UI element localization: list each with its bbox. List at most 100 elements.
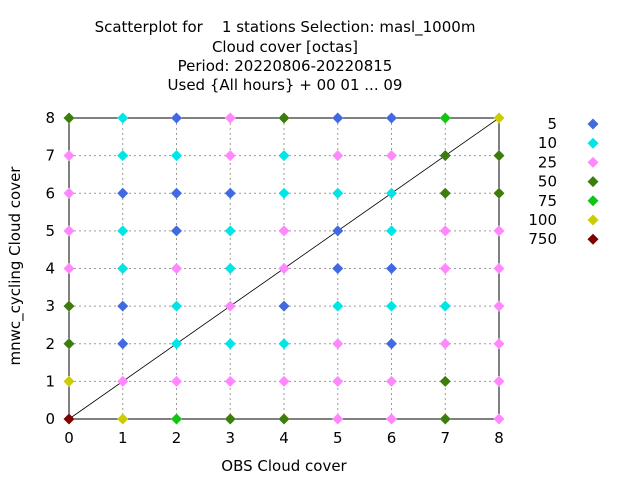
scatter-point <box>171 150 182 162</box>
scatter-point <box>117 263 129 274</box>
scatter-point <box>278 338 290 350</box>
scatter-point <box>63 375 75 387</box>
scatter-point <box>386 225 397 237</box>
scatter-point <box>171 338 182 350</box>
y-tick-label: 6 <box>45 184 55 202</box>
scatter-point <box>386 150 397 162</box>
y-tick-label: 5 <box>45 222 55 240</box>
scatter-point <box>171 187 182 199</box>
scatter-point <box>171 300 182 312</box>
scatter-point <box>117 112 129 124</box>
scatter-point <box>117 300 129 312</box>
scatter-point <box>117 338 129 350</box>
scatter-point <box>386 338 397 350</box>
scatter-point <box>63 413 75 425</box>
scatter-point <box>332 263 344 274</box>
scatter-point <box>332 413 344 425</box>
scatter-point <box>63 150 75 162</box>
scatter-point <box>171 112 182 124</box>
x-tick-label: 5 <box>333 429 343 447</box>
scatter-point <box>332 225 344 237</box>
scatter-point <box>386 300 397 312</box>
scatter-point <box>171 263 182 274</box>
legend-marker <box>587 195 599 207</box>
scatter-point <box>63 112 75 124</box>
legend-label: 50 <box>538 173 557 191</box>
y-axis-label: mnwc_cycling Cloud cover <box>6 166 25 366</box>
scatter-point <box>117 187 129 199</box>
scatter-point <box>386 112 397 124</box>
scatter-point <box>63 263 75 274</box>
y-tick-label: 4 <box>45 260 55 278</box>
scatter-point <box>493 413 505 425</box>
scatter-point <box>493 375 505 387</box>
x-tick-label: 1 <box>118 429 128 447</box>
scatter-point <box>224 225 236 237</box>
chart-title-line-1: Scatterplot for 1 stations Selection: ma… <box>95 18 476 37</box>
scatter-point <box>439 150 451 162</box>
scatter-point <box>171 225 182 237</box>
scatter-point <box>493 338 505 350</box>
scatter-point <box>278 150 290 162</box>
scatter-point <box>224 338 236 350</box>
scatter-point <box>278 263 290 274</box>
scatter-point <box>171 375 182 387</box>
scatter-point <box>439 187 451 199</box>
scatter-point <box>63 225 75 237</box>
scatter-point <box>493 112 505 124</box>
legend-marker <box>587 214 599 226</box>
scatter-point <box>493 187 505 199</box>
scatter-point <box>224 375 236 387</box>
legend-label: 750 <box>528 230 557 248</box>
scatter-point <box>224 263 236 274</box>
scatter-point <box>224 150 236 162</box>
x-tick-label: 4 <box>279 429 289 447</box>
scatter-point <box>386 187 397 199</box>
scatter-point <box>439 413 451 425</box>
scatter-point <box>493 300 505 312</box>
chart-title-line-4: Used {All hours} + 00 01 ... 09 <box>168 76 403 94</box>
scatter-point <box>278 112 290 124</box>
scatter-points <box>63 112 505 425</box>
scatter-point <box>332 112 344 124</box>
legend-label: 100 <box>528 211 557 229</box>
scatter-point <box>171 413 182 425</box>
scatter-point <box>493 150 505 162</box>
scatter-point <box>117 225 129 237</box>
x-axis-label: OBS Cloud cover <box>221 457 347 475</box>
x-tick-label: 6 <box>387 429 397 447</box>
scatter-point <box>224 187 236 199</box>
scatter-point <box>224 300 236 312</box>
scatter-point <box>63 187 75 199</box>
legend-marker <box>587 233 599 245</box>
scatter-point <box>493 263 505 274</box>
scatter-point <box>332 375 344 387</box>
x-tick-label: 2 <box>172 429 182 447</box>
legend-label: 10 <box>538 134 557 152</box>
scatter-point <box>493 225 505 237</box>
scatter-point <box>278 187 290 199</box>
scatter-point <box>63 338 75 350</box>
scatter-point <box>278 225 290 237</box>
scatter-point <box>386 375 397 387</box>
x-tick-label: 8 <box>494 429 504 447</box>
scatter-point <box>278 300 290 312</box>
y-tick-label: 0 <box>45 410 55 428</box>
legend-label: 5 <box>547 115 557 133</box>
y-tick-label: 8 <box>45 109 55 127</box>
legend-label: 75 <box>538 192 557 210</box>
scatter-point <box>439 112 451 124</box>
legend-marker <box>587 176 599 188</box>
legend-marker <box>587 137 599 149</box>
scatter-point <box>224 413 236 425</box>
scatter-point <box>386 413 397 425</box>
y-tick-label: 2 <box>45 335 55 353</box>
scatter-point <box>332 187 344 199</box>
scatter-point <box>63 300 75 312</box>
chart-title-line-3: Period: 20220806-20220815 <box>178 57 393 75</box>
scatter-point <box>278 375 290 387</box>
y-tick-label: 7 <box>45 147 55 165</box>
legend-marker <box>587 118 599 130</box>
